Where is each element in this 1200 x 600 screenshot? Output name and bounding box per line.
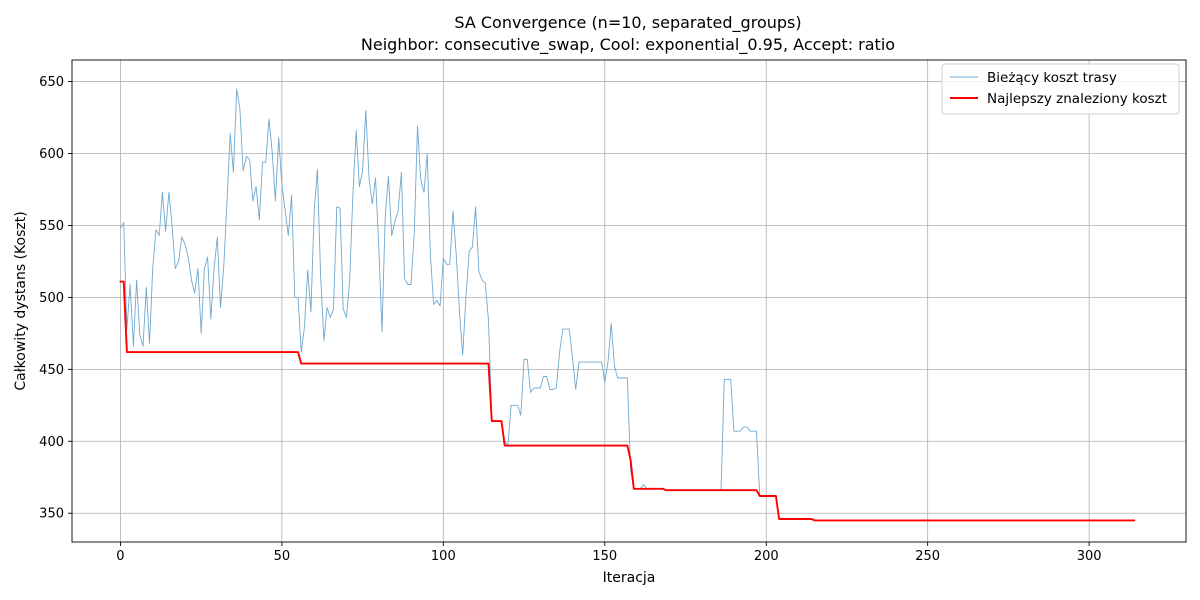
x-tick-label: 50 xyxy=(274,549,291,564)
x-tick-label: 300 xyxy=(1077,549,1102,564)
legend-box xyxy=(941,63,1180,115)
chart-title: SA Convergence (n=10, separated_groups) xyxy=(454,13,801,33)
x-axis-label: Iteracja xyxy=(603,570,656,586)
y-tick-label: 600 xyxy=(39,147,64,162)
plot-frame xyxy=(71,59,1187,543)
x-tick-label: 250 xyxy=(915,549,940,564)
y-tick-label: 350 xyxy=(39,507,64,522)
axis-ticks: 0 50 100 150 200 250 300 350 400 450 500 550 600 650 xyxy=(39,75,1101,564)
y-tick-label: 400 xyxy=(39,435,64,450)
legend-label-best: Najlepszy znaleziony koszt xyxy=(987,91,1167,107)
x-tick-label: 100 xyxy=(431,549,456,564)
y-tick-label: 550 xyxy=(39,219,64,234)
grid xyxy=(72,60,1186,542)
y-tick-label: 650 xyxy=(39,75,64,90)
y-tick-label: 500 xyxy=(39,291,64,306)
y-tick-label: 450 xyxy=(39,363,64,378)
chart-subtitle: Neighbor: consecutive_swap, Cool: expone… xyxy=(361,35,895,55)
y-axis-label: Całkowity dystans (Koszt) xyxy=(13,211,29,390)
legend: Bieżący koszt trasy Najlepszy znaleziony… xyxy=(941,63,1180,115)
series-line-best-cost xyxy=(119,280,1136,522)
legend-label-current: Bieżący koszt trasy xyxy=(987,70,1117,86)
series-layer xyxy=(119,88,1136,522)
x-tick-label: 150 xyxy=(592,549,617,564)
x-tick-label: 200 xyxy=(754,549,779,564)
x-tick-label: 0 xyxy=(116,549,124,564)
